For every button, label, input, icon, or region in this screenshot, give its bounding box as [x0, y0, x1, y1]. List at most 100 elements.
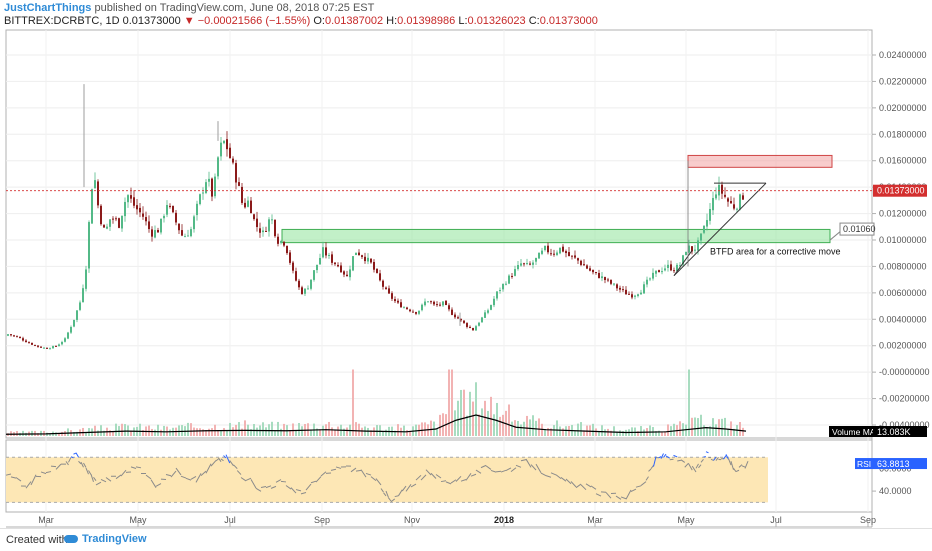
volume-bar	[115, 424, 117, 436]
volume-bar	[163, 426, 165, 436]
x-tick-label: Mar	[38, 515, 54, 525]
candle-body	[694, 250, 696, 251]
volume-bar	[439, 415, 441, 436]
candle-body	[208, 179, 210, 182]
candle-body	[223, 141, 225, 143]
volume-bar	[466, 416, 468, 436]
candle-body	[724, 195, 726, 197]
candle-body	[367, 258, 369, 262]
volume-bar	[355, 422, 357, 436]
x-tick-label: Jul	[224, 515, 236, 525]
candle-body	[661, 271, 663, 272]
high-value: 0.01398986	[397, 15, 455, 27]
rsi-label: RSI	[857, 459, 871, 469]
candle-body	[496, 291, 498, 298]
volume-bar	[367, 428, 369, 436]
volume-bar	[595, 428, 597, 436]
candle-body	[553, 254, 555, 255]
volume-bar	[463, 390, 465, 436]
volume-bar	[211, 428, 213, 436]
candle-body	[730, 201, 732, 203]
candle-body	[247, 201, 249, 207]
candle-body	[721, 185, 723, 194]
volume-bar	[124, 424, 126, 436]
volume-bar	[565, 426, 567, 436]
candle-body	[493, 299, 495, 305]
volume-bar	[730, 421, 732, 436]
candle-body	[37, 345, 39, 346]
candle-body	[400, 302, 402, 307]
candle-body	[163, 216, 165, 218]
candle-body	[121, 216, 123, 229]
candle-body	[601, 276, 603, 278]
x-tick-label: 2018	[494, 515, 514, 525]
candle-body	[214, 177, 216, 197]
volume-bar	[640, 426, 642, 436]
candle-body	[742, 195, 744, 199]
candle-body	[607, 280, 609, 281]
candle-body	[433, 302, 435, 305]
candle-body	[355, 253, 357, 255]
rsi-value: 63.8813	[877, 459, 910, 469]
y-tick-label: 0.00600000	[879, 288, 927, 298]
volume-bar	[559, 426, 561, 436]
candle-body	[196, 204, 198, 215]
volume-bar	[421, 422, 423, 436]
x-tick-label: Nov	[404, 515, 421, 525]
candle-body	[595, 272, 597, 273]
candle-body	[274, 220, 276, 236]
candle-body	[340, 265, 342, 272]
volume-bar	[397, 424, 399, 436]
volume-bar	[448, 370, 450, 437]
y-tick-label: 0.01200000	[879, 209, 927, 219]
candle-body	[424, 302, 426, 306]
candle-body	[421, 305, 423, 310]
candle-body	[286, 246, 288, 253]
candle-body	[526, 263, 528, 264]
candle-body	[511, 276, 513, 277]
candle-body	[619, 288, 621, 290]
candle-body	[109, 219, 111, 227]
volume-bar	[358, 424, 360, 436]
y-tick-label: 0.01600000	[879, 156, 927, 166]
candle-body	[334, 263, 336, 265]
candle-body	[229, 148, 231, 158]
candle-body	[136, 205, 138, 209]
candle-body	[616, 284, 618, 288]
published-info: published on TradingView.com, June 08, 2…	[94, 2, 374, 14]
low-value: 0.01326023	[468, 15, 526, 27]
candle-body	[178, 224, 180, 231]
volume-bar	[292, 423, 294, 436]
volume-bar	[385, 430, 387, 436]
y-tick-label: 0.01800000	[879, 129, 927, 139]
volume-bar	[712, 418, 714, 436]
volume-bar	[322, 426, 324, 436]
candle-body	[463, 321, 465, 323]
tradingview-logo[interactable]: TradingView	[64, 533, 147, 545]
volume-bar	[352, 370, 354, 437]
author-link[interactable]: JustChartThings	[4, 2, 91, 14]
candle-body	[322, 247, 324, 257]
candle-body	[16, 336, 18, 337]
volume-bar	[679, 421, 681, 436]
candle-body	[658, 270, 660, 272]
candle-body	[589, 268, 591, 270]
candle-body	[649, 278, 651, 279]
volume-bar	[703, 425, 705, 436]
candle-body	[718, 185, 720, 196]
volume-bar	[511, 422, 513, 436]
candle-body	[298, 281, 300, 288]
candle-body	[715, 194, 717, 198]
y-tick-label: 0.02000000	[879, 103, 927, 113]
volume-bar	[691, 418, 693, 436]
candle-body	[259, 228, 261, 232]
volume-bar	[472, 402, 474, 436]
volume-bar	[487, 411, 489, 436]
candle-body	[469, 327, 471, 328]
candle-body	[226, 139, 228, 149]
volume-bar	[100, 425, 102, 436]
volume-bar	[742, 428, 744, 436]
candle-body	[394, 299, 396, 301]
candle-body	[652, 273, 654, 279]
volume-bar	[538, 418, 540, 436]
